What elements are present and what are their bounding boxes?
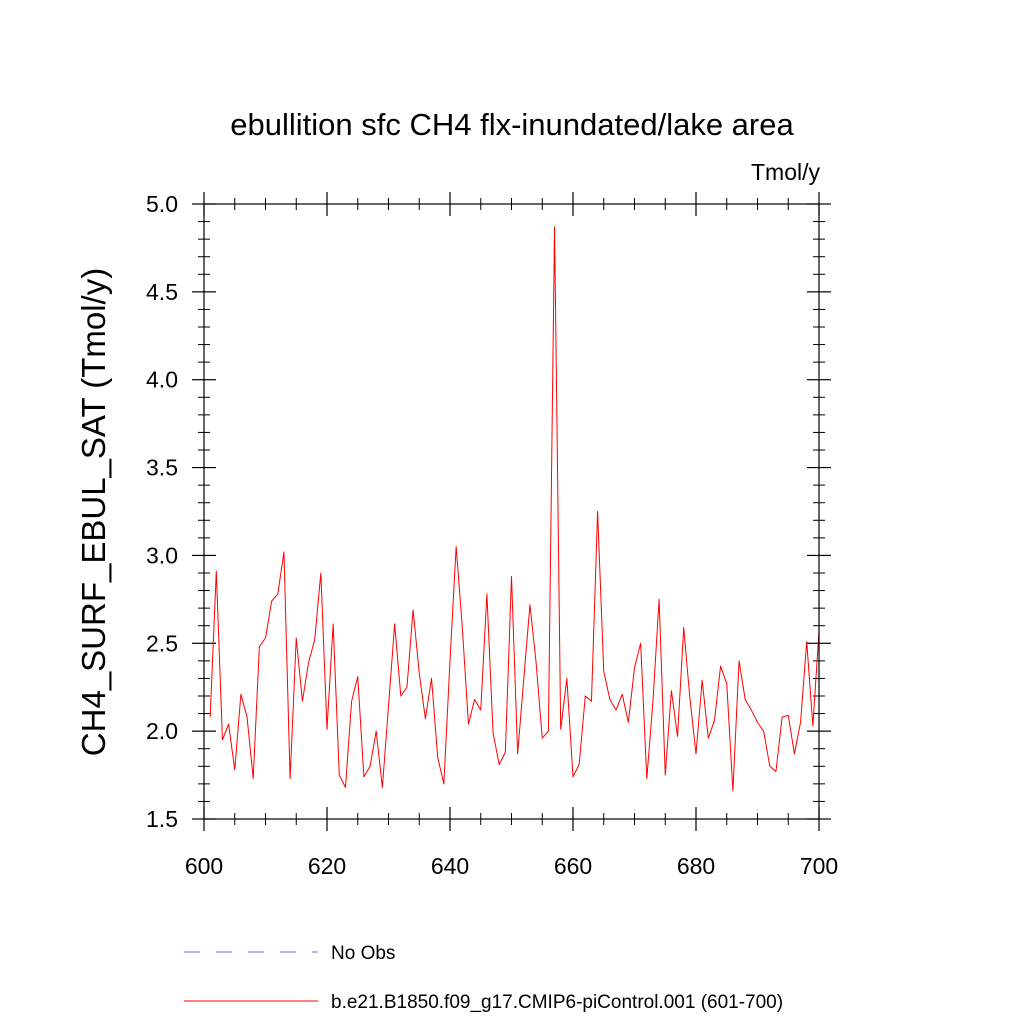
legend-label-no-obs: No Obs <box>331 943 395 964</box>
legend-label-model: b.e21.B1850.f09_g17.CMIP6-piControl.001 … <box>331 992 783 1013</box>
plot-frame <box>203 203 820 820</box>
y-axis-label: CH4_SURF_EBUL_SAT (Tmol/y) <box>75 268 112 756</box>
series-line-0 <box>209 226 820 792</box>
y-tick-label: 1.5 <box>146 806 178 832</box>
x-tick-label: 700 <box>800 853 838 879</box>
x-tick-label: 680 <box>677 853 715 879</box>
y-tick-label: 3.5 <box>146 455 178 481</box>
axis-ticks <box>192 192 831 831</box>
legend: No Obs b.e21.B1850.f09_g17.CMIP6-piContr… <box>184 943 783 1013</box>
y-tick-label: 4.5 <box>146 279 178 305</box>
y-tick-label: 5.0 <box>146 191 178 217</box>
y-tick-label: 3.0 <box>146 542 178 568</box>
y-tick-label: 2.5 <box>146 630 178 656</box>
axis-tick-labels: 600 620 640 660 680 700 1.5 2.0 2.5 3.0 3.5 4.0 4.5 5… <box>146 191 838 879</box>
y-tick-label: 4.0 <box>146 367 178 393</box>
y-tick-label: 2.0 <box>146 718 178 744</box>
units-label: Tmol/y <box>751 159 821 185</box>
chart-title: ebullition sfc CH4 flx-inundated/lake ar… <box>230 107 794 142</box>
x-tick-label: 620 <box>308 853 346 879</box>
series-layer <box>209 226 820 792</box>
x-tick-label: 600 <box>185 853 223 879</box>
x-tick-label: 640 <box>431 853 469 879</box>
x-tick-label: 660 <box>554 853 592 879</box>
